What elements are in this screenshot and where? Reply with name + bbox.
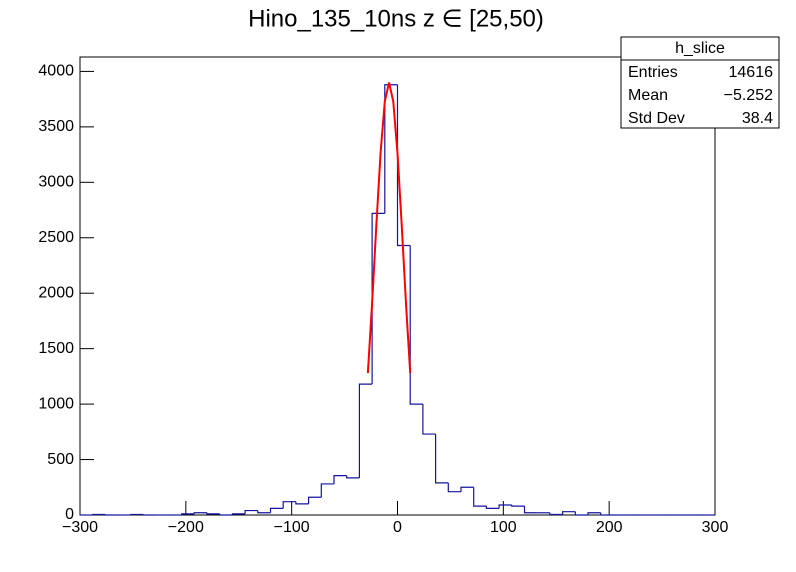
histogram-bin bbox=[460, 486, 474, 492]
y-tick-label: 2500 bbox=[38, 229, 74, 246]
y-tick-label: 3500 bbox=[38, 118, 74, 135]
histogram-bin bbox=[130, 513, 144, 516]
x-tick-label: −300 bbox=[62, 519, 98, 536]
stats-value: 14616 bbox=[729, 64, 774, 81]
histogram-bin bbox=[600, 512, 614, 516]
histogram-bin bbox=[447, 482, 461, 493]
y-tick-label: 4000 bbox=[38, 63, 74, 80]
stats-box: h_slice Entries 14616 Mean −5.252 Std De… bbox=[620, 36, 780, 129]
histogram-bin bbox=[562, 511, 576, 515]
chart-title: Hino_135_10ns z ∈ [25,50) bbox=[248, 5, 544, 32]
stats-label: Std Dev bbox=[628, 110, 685, 127]
x-tick-label: 100 bbox=[490, 519, 517, 536]
x-tick-label: 300 bbox=[702, 519, 729, 536]
histogram-bin bbox=[396, 84, 411, 247]
stats-value: −5.252 bbox=[724, 87, 773, 104]
histogram-bin bbox=[308, 496, 322, 504]
histogram-bin bbox=[523, 506, 538, 514]
y-tick-label: 0 bbox=[65, 506, 74, 523]
stats-title: h_slice bbox=[675, 40, 725, 57]
histogram-bin bbox=[346, 475, 360, 479]
histogram-bin bbox=[358, 383, 373, 478]
histogram-bin bbox=[219, 513, 233, 516]
fit-curve bbox=[366, 82, 412, 374]
histogram-bin bbox=[142, 514, 157, 516]
histogram-bin bbox=[574, 511, 588, 516]
histogram-bin bbox=[244, 509, 258, 514]
histogram-bin bbox=[549, 512, 563, 516]
y-tick-label: 2000 bbox=[38, 284, 74, 301]
histogram-bin bbox=[409, 245, 423, 405]
y-tick-label: 1000 bbox=[38, 395, 74, 412]
histogram-bin bbox=[92, 513, 106, 516]
histogram-bin bbox=[587, 512, 601, 515]
histogram-bin bbox=[473, 487, 487, 507]
stats-label: Entries bbox=[628, 64, 678, 81]
histogram-bin bbox=[498, 504, 512, 509]
stats-value: 38.4 bbox=[742, 110, 773, 127]
histogram-bin bbox=[231, 513, 246, 515]
x-tick-label: −100 bbox=[274, 519, 310, 536]
histogram-bin bbox=[511, 505, 525, 507]
y-tick-label: 1500 bbox=[38, 340, 74, 357]
histogram-bin bbox=[104, 514, 119, 516]
histogram-bin bbox=[333, 475, 347, 484]
histogram-bin bbox=[193, 512, 207, 514]
histogram-bin bbox=[371, 212, 385, 385]
histogram-bin bbox=[422, 404, 436, 435]
histogram-bin bbox=[320, 483, 334, 498]
histogram-bin bbox=[295, 501, 309, 505]
x-tick-label: 0 bbox=[393, 519, 402, 536]
histogram-bin bbox=[269, 507, 284, 513]
histogram-bin bbox=[206, 512, 220, 515]
histogram-bin bbox=[181, 513, 195, 515]
histogram-bin bbox=[485, 506, 500, 509]
histogram-bin bbox=[435, 434, 449, 484]
stats-frame bbox=[620, 36, 780, 129]
stats-label: Mean bbox=[628, 87, 668, 104]
histogram-bin bbox=[257, 510, 271, 514]
y-tick-label: 500 bbox=[47, 451, 74, 468]
x-tick-label: −200 bbox=[168, 519, 204, 536]
histogram-bin bbox=[282, 501, 296, 509]
histogram-bin bbox=[384, 84, 398, 214]
y-tick-label: 3000 bbox=[38, 174, 74, 191]
x-tick-label: 200 bbox=[596, 519, 623, 536]
